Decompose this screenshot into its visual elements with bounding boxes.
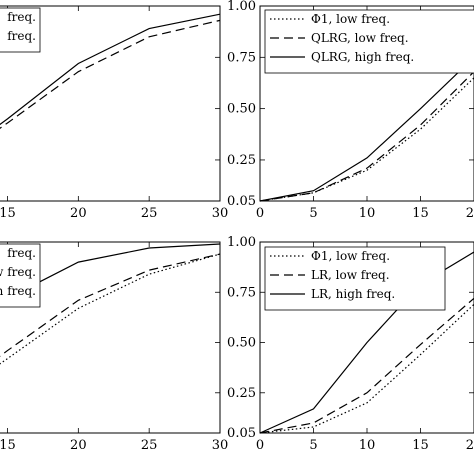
y-tick-label: 0.50 <box>227 102 256 117</box>
y-tick-label: 1.00 <box>227 0 256 14</box>
panel-bottom-right: 0 5 10 15 20 1.00 0.75 0.50 0.25 0.05 Φ1, low freq… <box>227 235 474 453</box>
panel-top-left: 1015202530freq.freq. <box>0 5 229 221</box>
legend-label: QLRG, high freq. <box>311 50 414 64</box>
legend-label: Φ1, low freq. <box>311 249 390 263</box>
panel-top-right: 0 5 10 15 20 1.00 0.75 0.50 0.25 0.05 Φ1, low freq… <box>227 0 474 221</box>
series-line-solid <box>259 56 474 202</box>
series-line-dotted <box>259 77 474 202</box>
series-line-dashed <box>259 297 474 434</box>
x-tick-label: 0 <box>256 206 264 221</box>
x-tick-label: 15 <box>0 438 16 453</box>
x-tick-label: 15 <box>412 438 429 453</box>
series-line-solid <box>0 13 221 126</box>
x-tick-label: 5 <box>309 438 317 453</box>
series-line-dashed <box>0 19 221 129</box>
x-tick-label: 20 <box>466 206 474 221</box>
x-tick-label: 25 <box>141 438 158 453</box>
y-tick-label: 0.75 <box>227 50 256 65</box>
legend-label: freq. <box>7 246 36 260</box>
legend-box <box>0 243 41 308</box>
legend-label: Φ1, low freq. <box>311 12 390 26</box>
x-tick-label: 20 <box>70 206 87 221</box>
x-tick-label: 20 <box>466 438 474 453</box>
x-tick-label: 30 <box>212 206 229 221</box>
legend-label: freq. <box>7 29 36 43</box>
y-tick-label: 0.05 <box>227 194 256 209</box>
legend-label: LR, low freq. <box>311 268 390 282</box>
x-tick-label: 10 <box>359 438 376 453</box>
series-line-dotted <box>0 253 221 365</box>
y-tick-label: 1.00 <box>227 235 256 250</box>
series-line-solid <box>0 243 221 307</box>
x-tick-label: 15 <box>412 206 429 221</box>
legend-label: ow freq. <box>0 265 36 279</box>
series-line-dotted <box>259 303 474 434</box>
legend-label: freq. <box>7 10 36 24</box>
legend-label: QLRG, low freq. <box>311 31 409 45</box>
x-tick-label: 25 <box>141 206 158 221</box>
legend-label: LR, high freq. <box>311 287 395 301</box>
legend-box <box>0 7 41 53</box>
series-line-dashed <box>0 253 221 357</box>
y-tick-label: 0.50 <box>227 336 256 351</box>
series-line-dashed <box>259 71 474 202</box>
y-tick-label: 0.25 <box>227 386 256 401</box>
x-tick-label: 30 <box>212 438 229 453</box>
panel-bottom-left: 1015202530freq.ow freq.igh freq. <box>0 241 229 453</box>
legend-box <box>264 9 474 74</box>
x-tick-label: 0 <box>256 438 264 453</box>
x-tick-label: 20 <box>70 438 87 453</box>
legend-box <box>264 246 446 311</box>
y-tick-label: 0.05 <box>227 426 256 441</box>
x-tick-label: 10 <box>359 206 376 221</box>
y-tick-label: 0.25 <box>227 153 256 168</box>
x-tick-label: 15 <box>0 206 16 221</box>
x-tick-label: 5 <box>309 206 317 221</box>
legend-label: igh freq. <box>0 284 36 298</box>
y-tick-label: 0.75 <box>227 285 256 300</box>
